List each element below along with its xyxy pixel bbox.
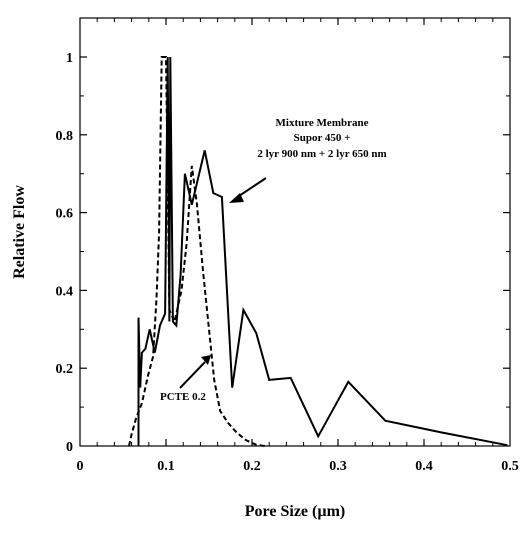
y-axis-ticks: 0 0.2 0.4 0.6 0.8 1	[56, 51, 510, 455]
y-tick-label: 1	[66, 51, 73, 66]
series-line	[128, 56, 266, 447]
arrow-to-mixture-curve	[229, 177, 267, 203]
series-layer	[128, 56, 508, 447]
y-axis-title: Relative Flow	[11, 185, 28, 279]
series-mixture-membrane	[137, 56, 508, 447]
y-tick-label: 0.8	[56, 129, 74, 144]
x-tick-label: 0.4	[415, 459, 433, 474]
x-tick-label: 0.1	[157, 459, 175, 474]
annotation-pcte: PCTE 0.2	[160, 391, 206, 403]
plot-frame	[79, 17, 511, 447]
arrow-to-pcte-curve	[179, 355, 211, 389]
x-tick-label: 0.5	[501, 459, 519, 474]
x-tick-label: 0.2	[243, 459, 261, 474]
series-line	[137, 56, 508, 447]
y-tick-label: 0.4	[56, 284, 74, 299]
y-tick-label: 0.6	[56, 207, 74, 222]
x-tick-label: 0.3	[329, 459, 347, 474]
x-axis-ticks: 0 0.1 0.2 0.3 0.4 0.5	[77, 18, 519, 474]
annotation-mixture-line-1: Mixture Membrane	[276, 117, 369, 129]
x-tick-label: 0	[77, 459, 84, 474]
y-tick-label: 0	[66, 440, 73, 455]
annotation-mixture-line-2: Supor 450 +	[294, 132, 351, 144]
x-axis-title: Pore Size (µm)	[245, 503, 345, 520]
annotation-mixture-line-3: 2 lyr 900 nm + 2 lyr 650 nm	[257, 148, 386, 160]
series-pcte	[128, 56, 266, 447]
y-tick-label: 0.2	[56, 362, 74, 377]
